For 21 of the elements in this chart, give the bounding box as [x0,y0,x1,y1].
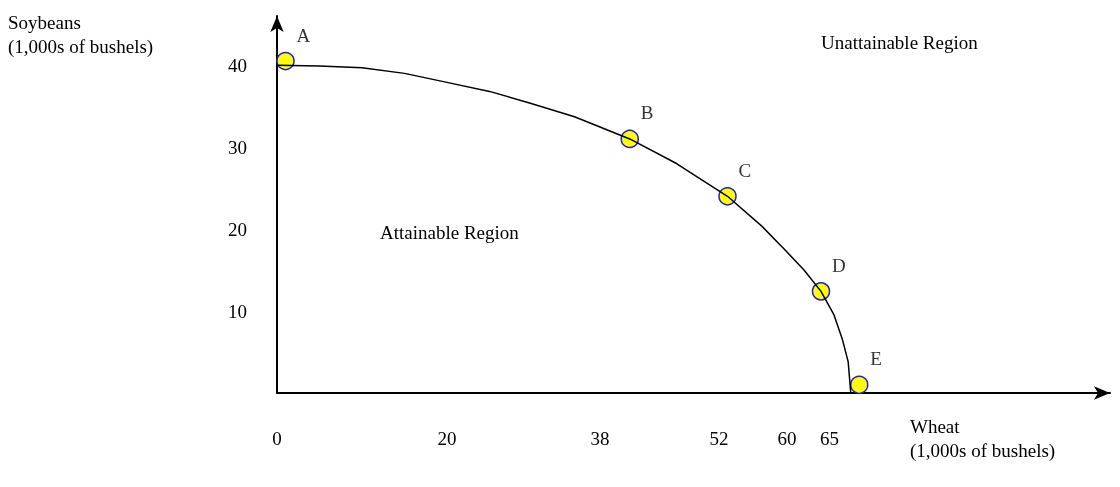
annotation: A [296,24,311,46]
y-tick-label: 40 [228,54,247,76]
y-tick-label: 20 [228,218,247,240]
x-tick-label: 65 [820,428,839,449]
annotation: E [870,348,882,370]
annotation: Unattainable Region [821,32,979,53]
x-axis-title: Wheat (1,000s of bushels) [910,415,1056,462]
x-tick-label: 20 [437,428,457,449]
x-tick-label: 0 [272,428,282,449]
point [276,51,295,71]
annotation: C [738,159,752,181]
y-axis-title: Soybeans (1,000s of bushels) [8,11,154,58]
y-tick-label: 30 [228,136,247,158]
annotation: Attainable Region [380,222,520,243]
x-tick-label: 52 [709,428,729,449]
y-tick-label: 10 [228,300,247,322]
point [850,375,869,395]
x-tick-label: 60 [777,428,797,449]
x-tick-label: 38 [590,428,610,449]
annotation: B [640,102,654,124]
annotation: D [832,254,846,276]
